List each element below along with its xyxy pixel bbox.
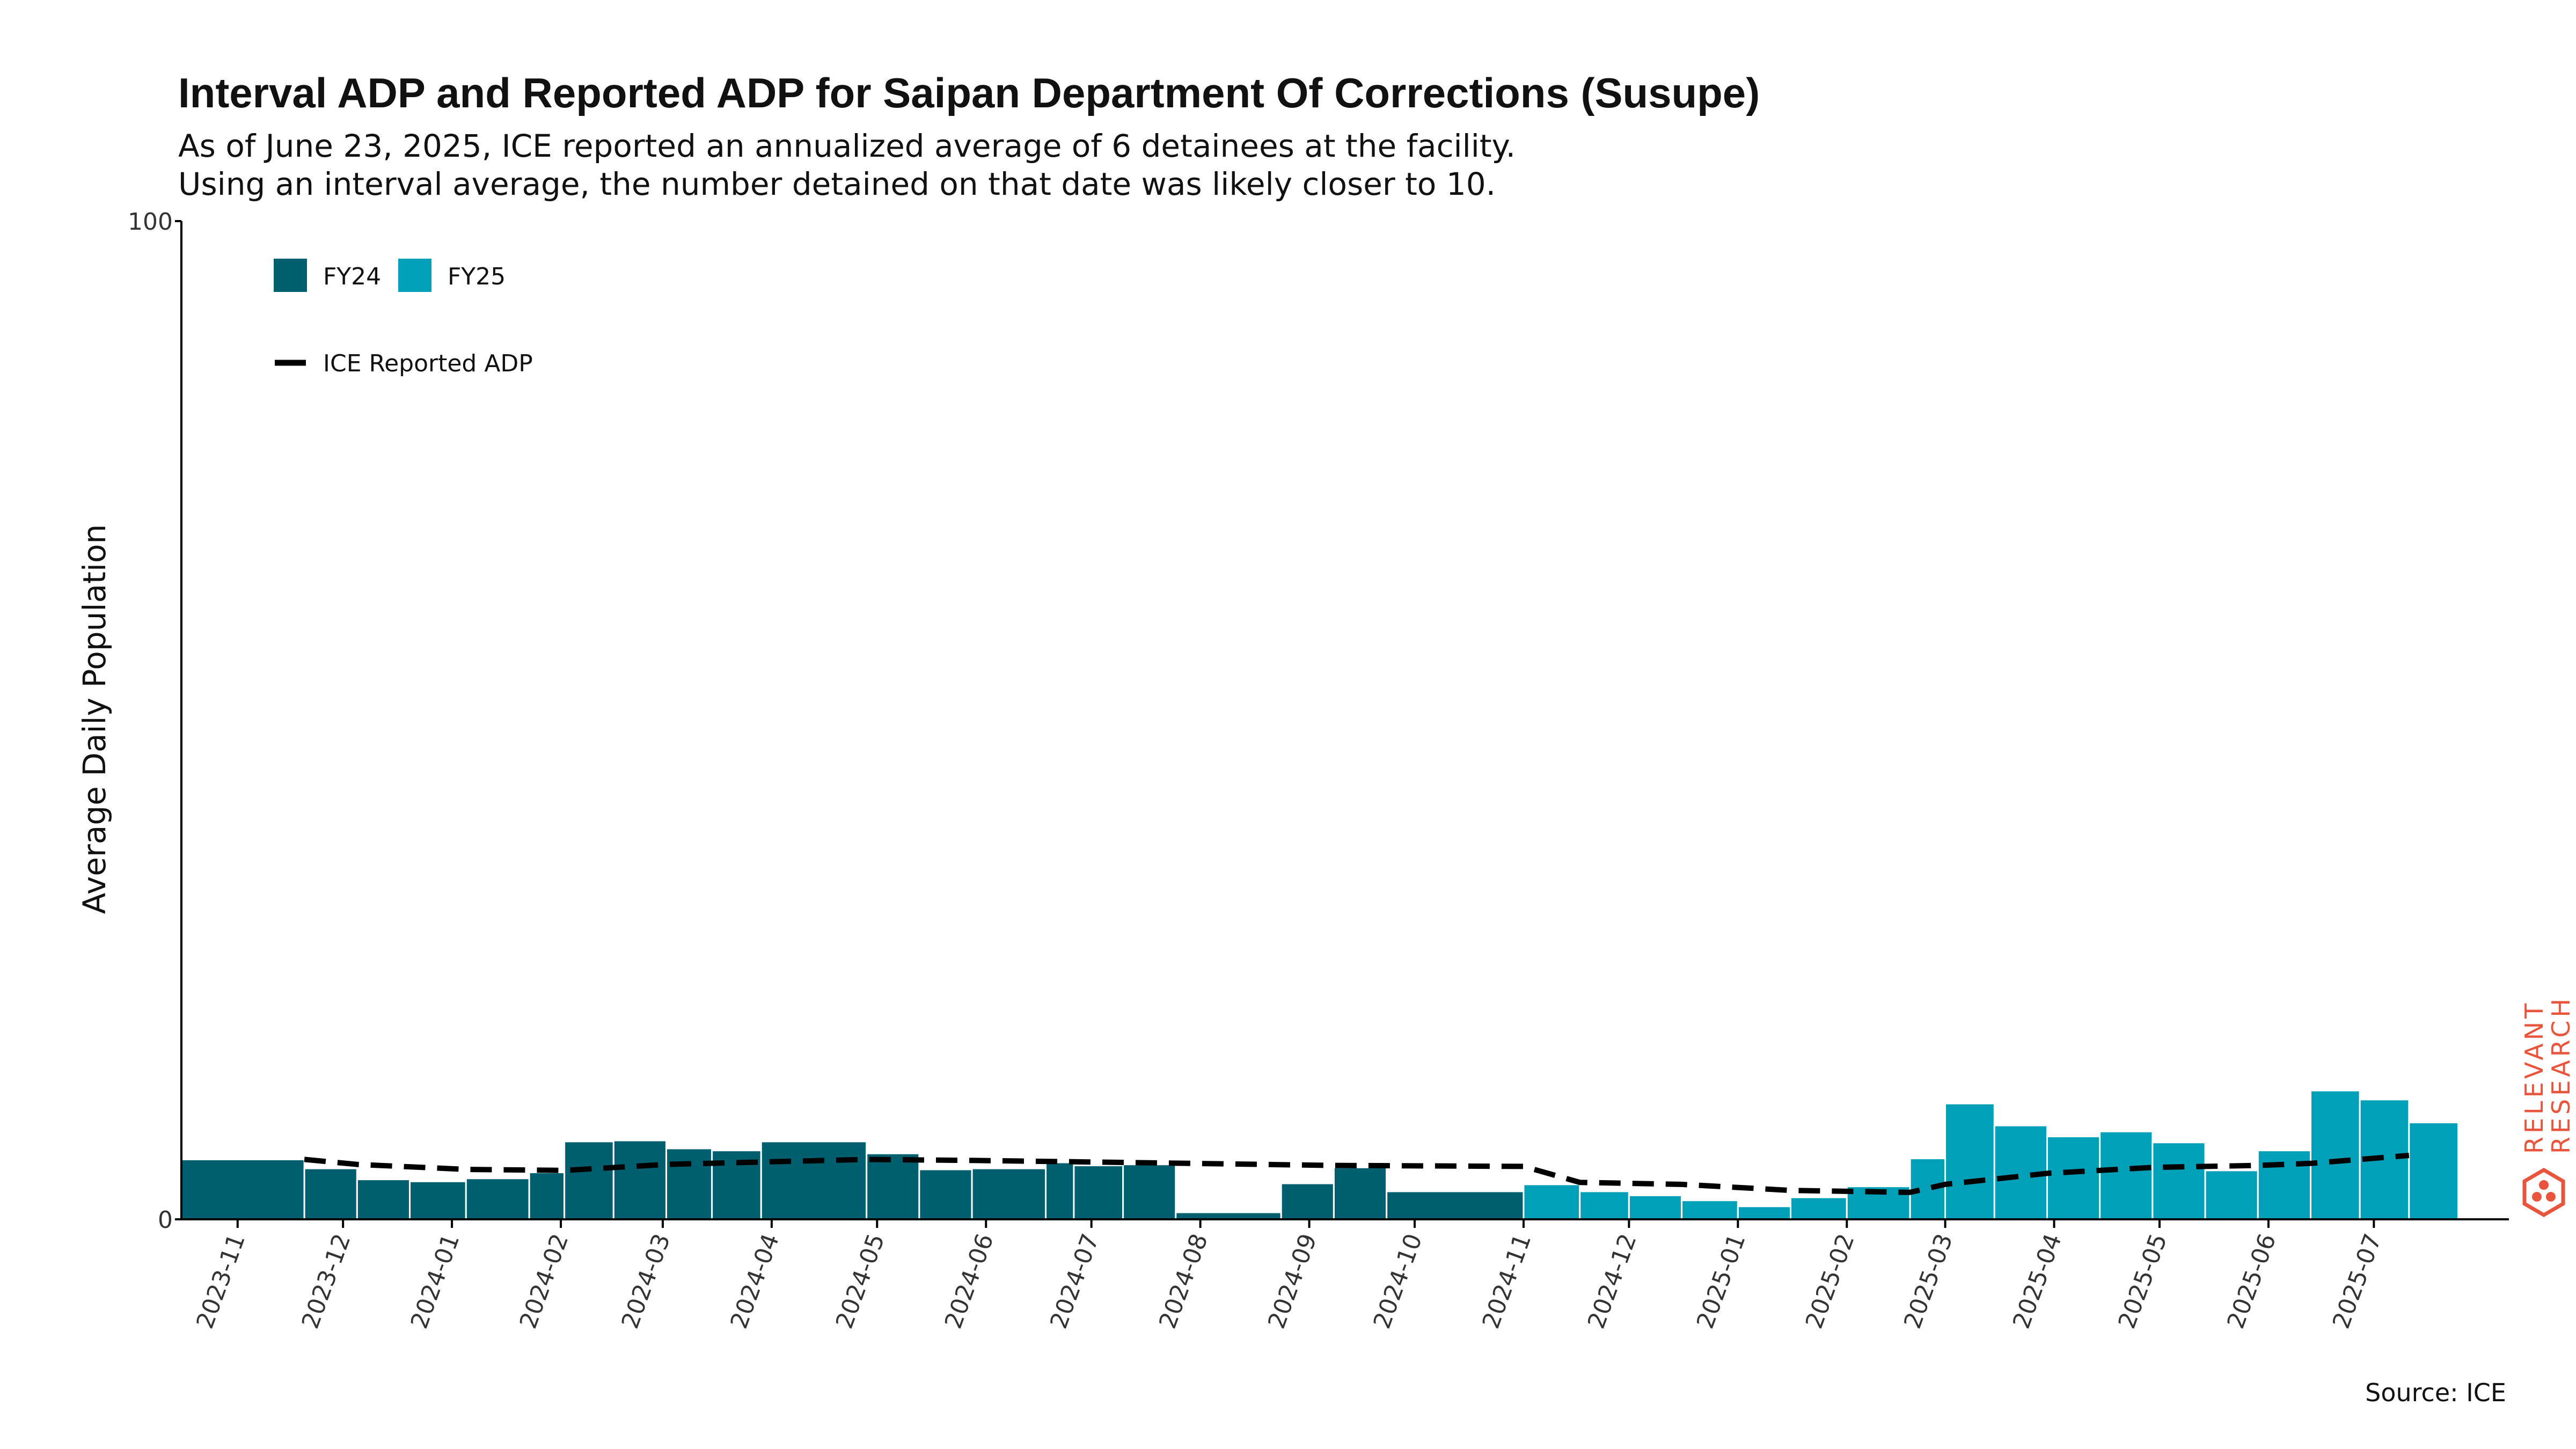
x-tick-label: 2024-09 xyxy=(1263,1230,1322,1332)
axes-layer: 0 100 xyxy=(128,208,2509,1234)
bar-fy24-6 xyxy=(528,1172,566,1220)
bar-fy25-2 xyxy=(1579,1190,1630,1220)
x-tick-label: 2024-10 xyxy=(1368,1230,1428,1332)
bar-fy24-1 xyxy=(180,1158,305,1220)
bar-fy25-9 xyxy=(1944,1102,1995,1220)
chart-subtitle-line-2: Using an interval average, the number de… xyxy=(178,166,1496,202)
x-tick-label: 2025-07 xyxy=(2328,1230,2387,1332)
bar-fy25-14 xyxy=(2204,1169,2259,1220)
bar-fy25-5 xyxy=(1737,1205,1792,1220)
bar-fy25-13 xyxy=(2151,1141,2206,1220)
bar-fy24-20 xyxy=(1333,1166,1388,1220)
y-tick-label: 0 xyxy=(158,1206,173,1234)
bar-fy24-15 xyxy=(1045,1161,1075,1220)
x-tick-label: 2024-11 xyxy=(1477,1230,1536,1332)
bar-fy24-13 xyxy=(918,1168,973,1220)
bar-fy25-12 xyxy=(2099,1130,2154,1220)
reported-adp-line xyxy=(304,1153,2410,1195)
x-tick-label: 2025-06 xyxy=(2222,1230,2281,1332)
bar-fy25-3 xyxy=(1628,1194,1683,1220)
x-tick-label: 2024-01 xyxy=(406,1230,465,1332)
bar-fy24-4 xyxy=(409,1180,467,1220)
x-tick-label: 2025-01 xyxy=(1692,1230,1751,1332)
legend-swatch-1 xyxy=(274,259,307,292)
bar-fy24-3 xyxy=(356,1179,411,1220)
logo-hexagon-icon xyxy=(2522,1167,2565,1218)
x-tick-label: 2024-12 xyxy=(1583,1230,1642,1332)
x-tick-label: 2024-05 xyxy=(831,1230,890,1332)
bar-fy25-1 xyxy=(1523,1183,1581,1220)
logo-word-research: RESEARCH xyxy=(2546,996,2575,1154)
x-tick-label: 2025-02 xyxy=(1801,1230,1860,1332)
x-tick-label: 2024-07 xyxy=(1045,1230,1104,1332)
bar-fy25-6 xyxy=(1790,1196,1848,1220)
source-note: Source: ICE xyxy=(2365,1378,2506,1407)
x-tick-label: 2025-03 xyxy=(1899,1230,1958,1332)
bar-fy24-19 xyxy=(1280,1182,1335,1220)
legend-label-3: ICE Reported ADP xyxy=(323,350,533,377)
bar-fy24-5 xyxy=(465,1177,530,1220)
x-tick-label: 2023-11 xyxy=(191,1230,251,1332)
bar-fy25-18 xyxy=(2408,1122,2459,1220)
bar-fy24-9 xyxy=(665,1147,713,1220)
bar-fy24-11 xyxy=(760,1140,868,1220)
x-tick-label: 2024-03 xyxy=(616,1230,676,1332)
x-tick-label: 2024-04 xyxy=(725,1230,785,1332)
relevant-research-logo: RELEVANT RESEARCH xyxy=(2520,996,2575,1218)
bars-layer xyxy=(180,1089,2459,1220)
legend-label-2: FY25 xyxy=(448,263,506,290)
x-tick-label: 2024-02 xyxy=(515,1230,574,1332)
x-tick-label: 2025-04 xyxy=(2008,1230,2067,1332)
chart-subtitle-line-1: As of June 23, 2025, ICE reported an ann… xyxy=(178,128,1516,164)
legend-swatch-2 xyxy=(398,259,431,292)
bar-fy25-16 xyxy=(2309,1089,2361,1220)
bar-fy24-2 xyxy=(303,1167,358,1220)
bar-fy24-17 xyxy=(1122,1163,1177,1220)
bar-fy24-16 xyxy=(1073,1165,1124,1220)
legend: FY24 FY25 ICE Reported ADP xyxy=(274,259,533,377)
logo-word-relevant: RELEVANT xyxy=(2520,1000,2549,1154)
x-tick-label: 2025-05 xyxy=(2113,1230,2173,1332)
bar-fy24-21 xyxy=(1386,1190,1525,1220)
bar-fy24-7 xyxy=(564,1140,614,1220)
legend-label-1: FY24 xyxy=(323,263,381,290)
x-tick-label: 2024-08 xyxy=(1154,1230,1213,1332)
chart-title: Interval ADP and Reported ADP for Saipan… xyxy=(178,69,1760,116)
y-tick-label: 100 xyxy=(128,208,173,236)
x-tick-label: 2024-06 xyxy=(940,1230,999,1332)
bar-fy25-11 xyxy=(2046,1136,2101,1220)
reported-adp-line-layer xyxy=(304,1153,2410,1195)
y-axis-label: Average Daily Population xyxy=(76,524,113,914)
bar-fy25-4 xyxy=(1681,1199,1739,1220)
x-tick-labels: 2023-11 2023-12 2024-01 2024-02 2024-03 2024-… xyxy=(191,1219,2387,1333)
bar-fy24-14 xyxy=(971,1167,1047,1220)
bar-fy24-8 xyxy=(612,1139,667,1220)
bar-fy24-12 xyxy=(866,1152,920,1220)
bar-fy25-15 xyxy=(2257,1150,2311,1220)
x-tick-label: 2023-12 xyxy=(297,1230,356,1332)
